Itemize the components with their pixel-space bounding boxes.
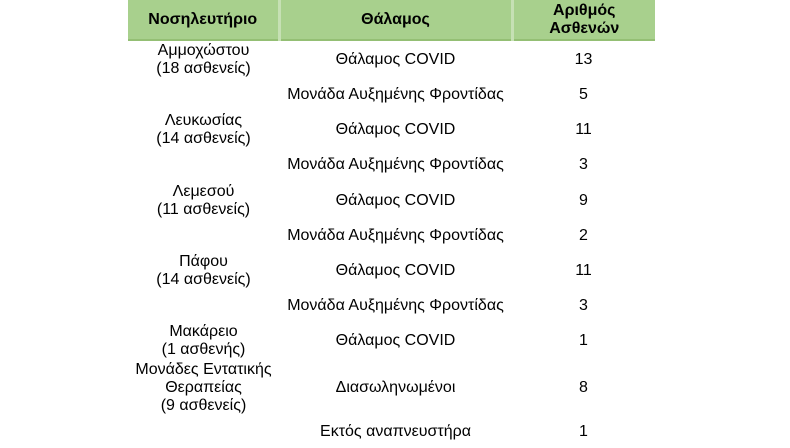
count-cell: 1: [579, 331, 588, 349]
ward-cell: Μονάδα Αυξημένης Φροντίδας: [287, 86, 504, 104]
hospital-cell: Λευκωσίας (14 ασθενείς): [156, 112, 251, 148]
count-cell: 3: [579, 156, 588, 174]
count-cell: 11: [575, 121, 592, 139]
table-row: Αμμοχώστου (18 ασθενείς) Θάλαμος COVID 1…: [128, 40, 655, 79]
count-cell: 2: [579, 226, 588, 244]
ward-cell: Εκτός αναπνευστήρα: [320, 423, 471, 441]
hospital-cell: [128, 150, 279, 182]
hospital-cell: Μακάρειο (1 ασθενής): [161, 322, 246, 358]
count-cell: 13: [574, 51, 593, 69]
header-patient-count: Αριθμός Ασθενών: [510, 0, 655, 42]
hospital-cell: [128, 220, 279, 252]
count-cell: 8: [579, 379, 588, 397]
ward-cell: Μονάδα Αυξημένης Φροντίδας: [287, 226, 504, 244]
ward-cell: Μονάδα Αυξημένης Φροντίδας: [287, 156, 504, 174]
table-row: Πάφου (14 ασθενείς) Θάλαμος COVID 11: [128, 252, 655, 290]
table-row: Λεμεσού (11 ασθενείς) Θάλαμος COVID 9: [128, 182, 655, 220]
table-row: Μακάρειο (1 ασθενής) Θάλαμος COVID 1: [128, 322, 655, 360]
count-cell: 3: [579, 296, 588, 314]
table-row: Μονάδα Αυξημένης Φροντίδας 3: [128, 290, 655, 322]
table-row: Μονάδα Αυξημένης Φροντίδας 3: [128, 150, 655, 182]
table-row: Μονάδα Αυξημένης Φροντίδας 2: [128, 220, 655, 252]
ward-cell: Θάλαμος COVID: [335, 121, 456, 139]
hospital-cell: Μονάδες Εντατικής Θεραπείας (9 ασθενείς): [135, 360, 272, 415]
table-row: Μονάδες Εντατικής Θεραπείας (9 ασθενείς)…: [128, 360, 655, 416]
count-cell: 1: [579, 423, 588, 441]
hospital-cell: [128, 79, 279, 111]
table-row: Εκτός αναπνευστήρα 1: [128, 416, 655, 448]
hospital-cell: Πάφου (14 ασθενείς): [156, 252, 251, 288]
count-cell: 9: [579, 191, 588, 209]
table-row: Μονάδα Αυξημένης Φροντίδας 5: [128, 79, 655, 111]
ward-cell: Θάλαμος COVID: [335, 261, 456, 279]
patients-table: Νοσηλευτήριο Θάλαμος Αριθμός Ασθενών Αμμ…: [128, 0, 655, 448]
table-body: Αμμοχώστου (18 ασθενείς) Θάλαμος COVID 1…: [128, 40, 655, 448]
header-ward: Θάλαμος: [277, 0, 512, 42]
count-cell: 5: [579, 86, 588, 104]
ward-cell: Θάλαμος COVID: [335, 51, 456, 69]
ward-cell: Διασωληνωμένοι: [335, 379, 456, 397]
table-header: Νοσηλευτήριο Θάλαμος Αριθμός Ασθενών: [128, 0, 655, 42]
header-hospital: Νοσηλευτήριο: [128, 0, 279, 42]
header-row: Νοσηλευτήριο Θάλαμος Αριθμός Ασθενών: [128, 0, 655, 42]
hospital-cell: [128, 416, 279, 448]
count-cell: 11: [575, 261, 592, 279]
hospital-cell: Αμμοχώστου (18 ασθενείς): [156, 42, 251, 78]
hospital-cell: Λεμεσού (11 ασθενείς): [156, 182, 251, 218]
ward-cell: Θάλαμος COVID: [335, 331, 456, 349]
hospital-cell: [128, 290, 279, 322]
table-row: Λευκωσίας (14 ασθενείς) Θάλαμος COVID 11: [128, 111, 655, 149]
ward-cell: Μονάδα Αυξημένης Φροντίδας: [287, 296, 504, 314]
ward-cell: Θάλαμος COVID: [335, 191, 456, 209]
